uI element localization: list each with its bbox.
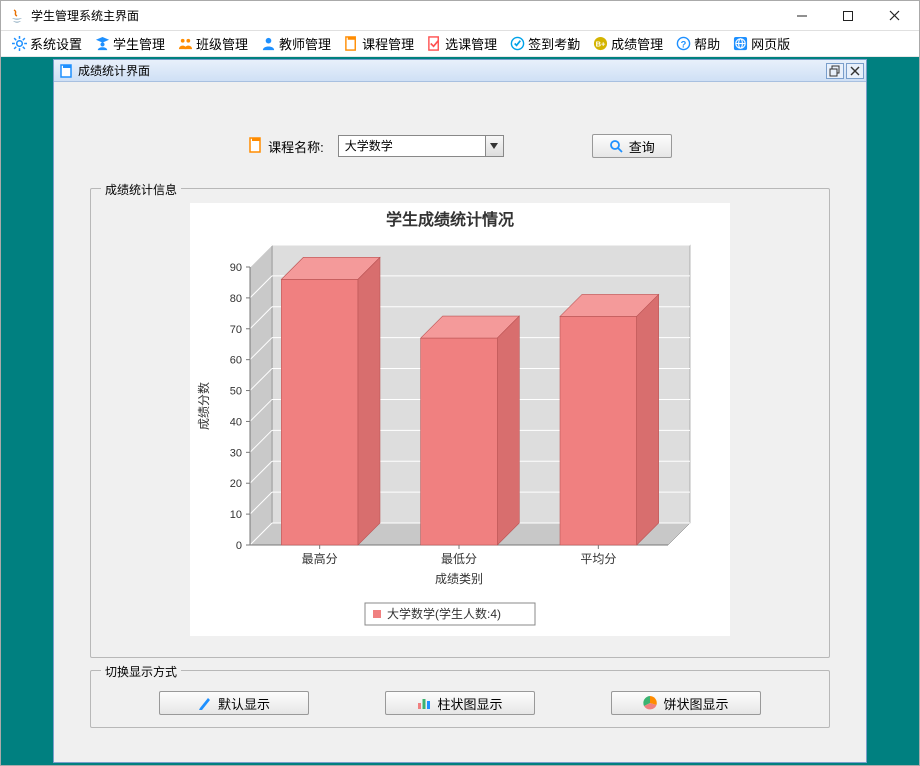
switch-groupbox: 切换显示方式 默认显示柱状图显示饼状图显示 [90,670,830,728]
inner-titlebar: 成绩统计界面 [54,60,866,82]
student-icon [94,36,110,52]
pie-chart-icon [643,696,657,710]
course-label-box: 课程名称: [248,137,324,156]
switch-legend: 切换显示方式 [101,663,181,680]
web-icon [732,36,748,52]
query-button[interactable]: 查询 [592,134,672,158]
svg-text:成绩类别: 成绩类别 [435,572,483,586]
course-select-value: 大学数学 [339,136,485,156]
switch-button-label: 饼状图显示 [663,694,728,713]
svg-text:最高分: 最高分 [302,551,338,566]
gear-icon [11,36,27,52]
bar-chart-icon [417,696,431,710]
java-icon [9,8,25,24]
menu-student[interactable]: 学生管理 [88,31,171,57]
svg-text:成绩分数: 成绩分数 [196,382,211,430]
course-label: 课程名称: [268,137,324,156]
menu-course[interactable]: 课程管理 [337,31,420,57]
course-icon [343,36,359,52]
svg-text:80: 80 [230,293,242,305]
inner-restore-button[interactable] [826,63,844,79]
pen-icon [198,696,212,710]
teacher-icon [260,36,276,52]
svg-text:50: 50 [230,386,242,398]
switch-bar-chart-button[interactable]: 柱状图显示 [385,691,535,715]
mdi-client-area: 成绩统计界面 课程名称: [1,57,919,765]
svg-text:10: 10 [230,509,242,521]
menu-label: 教师管理 [279,34,331,53]
svg-text:0: 0 [236,540,242,552]
window-controls [779,1,917,30]
switch-button-label: 柱状图显示 [437,694,502,713]
svg-text:90: 90 [230,262,242,274]
maximize-button[interactable] [825,1,871,30]
menu-label: 帮助 [694,34,720,53]
inner-window-icon [60,64,74,78]
menu-label: 网页版 [751,34,790,53]
svg-text:70: 70 [230,324,242,336]
help-icon: ? [675,36,691,52]
chevron-down-icon[interactable] [485,136,503,156]
chart-row: 学生成绩统计情况 0 10 20 30 40 50 60 70 80 90 成绩分数最高分 最低分 平均分… [101,203,819,636]
svg-text:20: 20 [230,478,242,490]
query-row: 课程名称: 大学数学 查询 [74,94,846,188]
bar-chart: 学生成绩统计情况 0 10 20 30 40 50 60 70 80 90 成绩分数最高分 最低分 平均分… [190,203,730,636]
svg-text:B+: B+ [595,39,605,48]
svg-text:平均分: 平均分 [580,552,616,566]
menubar: 系统设置 学生管理 班级管理 教师管理 课程管理 选课管理 签到考勤 B+ 成绩管理? 帮助 网页版 [1,31,919,57]
svg-text:最低分: 最低分 [441,552,477,566]
menu-label: 学生管理 [113,34,165,53]
course-icon [248,137,264,156]
query-button-label: 查询 [629,137,655,156]
menu-gear[interactable]: 系统设置 [5,31,88,57]
inner-window-title: 成绩统计界面 [78,62,826,79]
menu-label: 课程管理 [362,34,414,53]
grade-icon: B+ [592,36,608,52]
attendance-icon [509,36,525,52]
menu-help[interactable]: ? 帮助 [669,31,726,57]
inner-close-button[interactable] [846,63,864,79]
svg-text:大学数学(学生人数:4): 大学数学(学生人数:4) [387,606,501,621]
switch-pen-button[interactable]: 默认显示 [159,691,309,715]
inner-window-controls [826,63,864,79]
stats-legend: 成绩统计信息 [101,181,181,198]
menu-attendance[interactable]: 签到考勤 [503,31,586,57]
window-title: 学生管理系统主界面 [31,7,779,24]
class-icon [177,36,193,52]
svg-text:40: 40 [230,416,242,428]
menu-label: 签到考勤 [528,34,580,53]
menu-grade[interactable]: B+ 成绩管理 [586,31,669,57]
menu-select-course[interactable]: 选课管理 [420,31,503,57]
course-select[interactable]: 大学数学 [338,135,504,157]
svg-text:60: 60 [230,355,242,367]
menu-label: 选课管理 [445,34,497,53]
select-course-icon [426,36,442,52]
switch-button-label: 默认显示 [218,694,270,713]
chart-title: 学生成绩统计情况 [386,210,514,229]
search-icon [609,139,623,153]
inner-body: 课程名称: 大学数学 查询 [54,82,866,762]
minimize-button[interactable] [779,1,825,30]
switch-pie-chart-button[interactable]: 饼状图显示 [611,691,761,715]
menu-label: 系统设置 [30,34,82,53]
inner-window: 成绩统计界面 课程名称: [53,59,867,763]
main-window: 学生管理系统主界面 系统设置 学生管理 班级管理 教师管理 课程管理 选课管理 签到考勤 B+… [0,0,920,766]
menu-label: 班级管理 [196,34,248,53]
menu-teacher[interactable]: 教师管理 [254,31,337,57]
menu-web[interactable]: 网页版 [726,31,796,57]
stats-groupbox: 成绩统计信息 学生成绩统计情况0102030405060708090成绩分数最高… [90,188,830,658]
svg-text:30: 30 [230,447,242,459]
titlebar: 学生管理系统主界面 [1,1,919,31]
menu-class[interactable]: 班级管理 [171,31,254,57]
svg-text:?: ? [680,39,686,49]
switch-row: 默认显示 柱状图显示 饼状图显示 [101,685,819,717]
menu-label: 成绩管理 [611,34,663,53]
close-button[interactable] [871,1,917,30]
